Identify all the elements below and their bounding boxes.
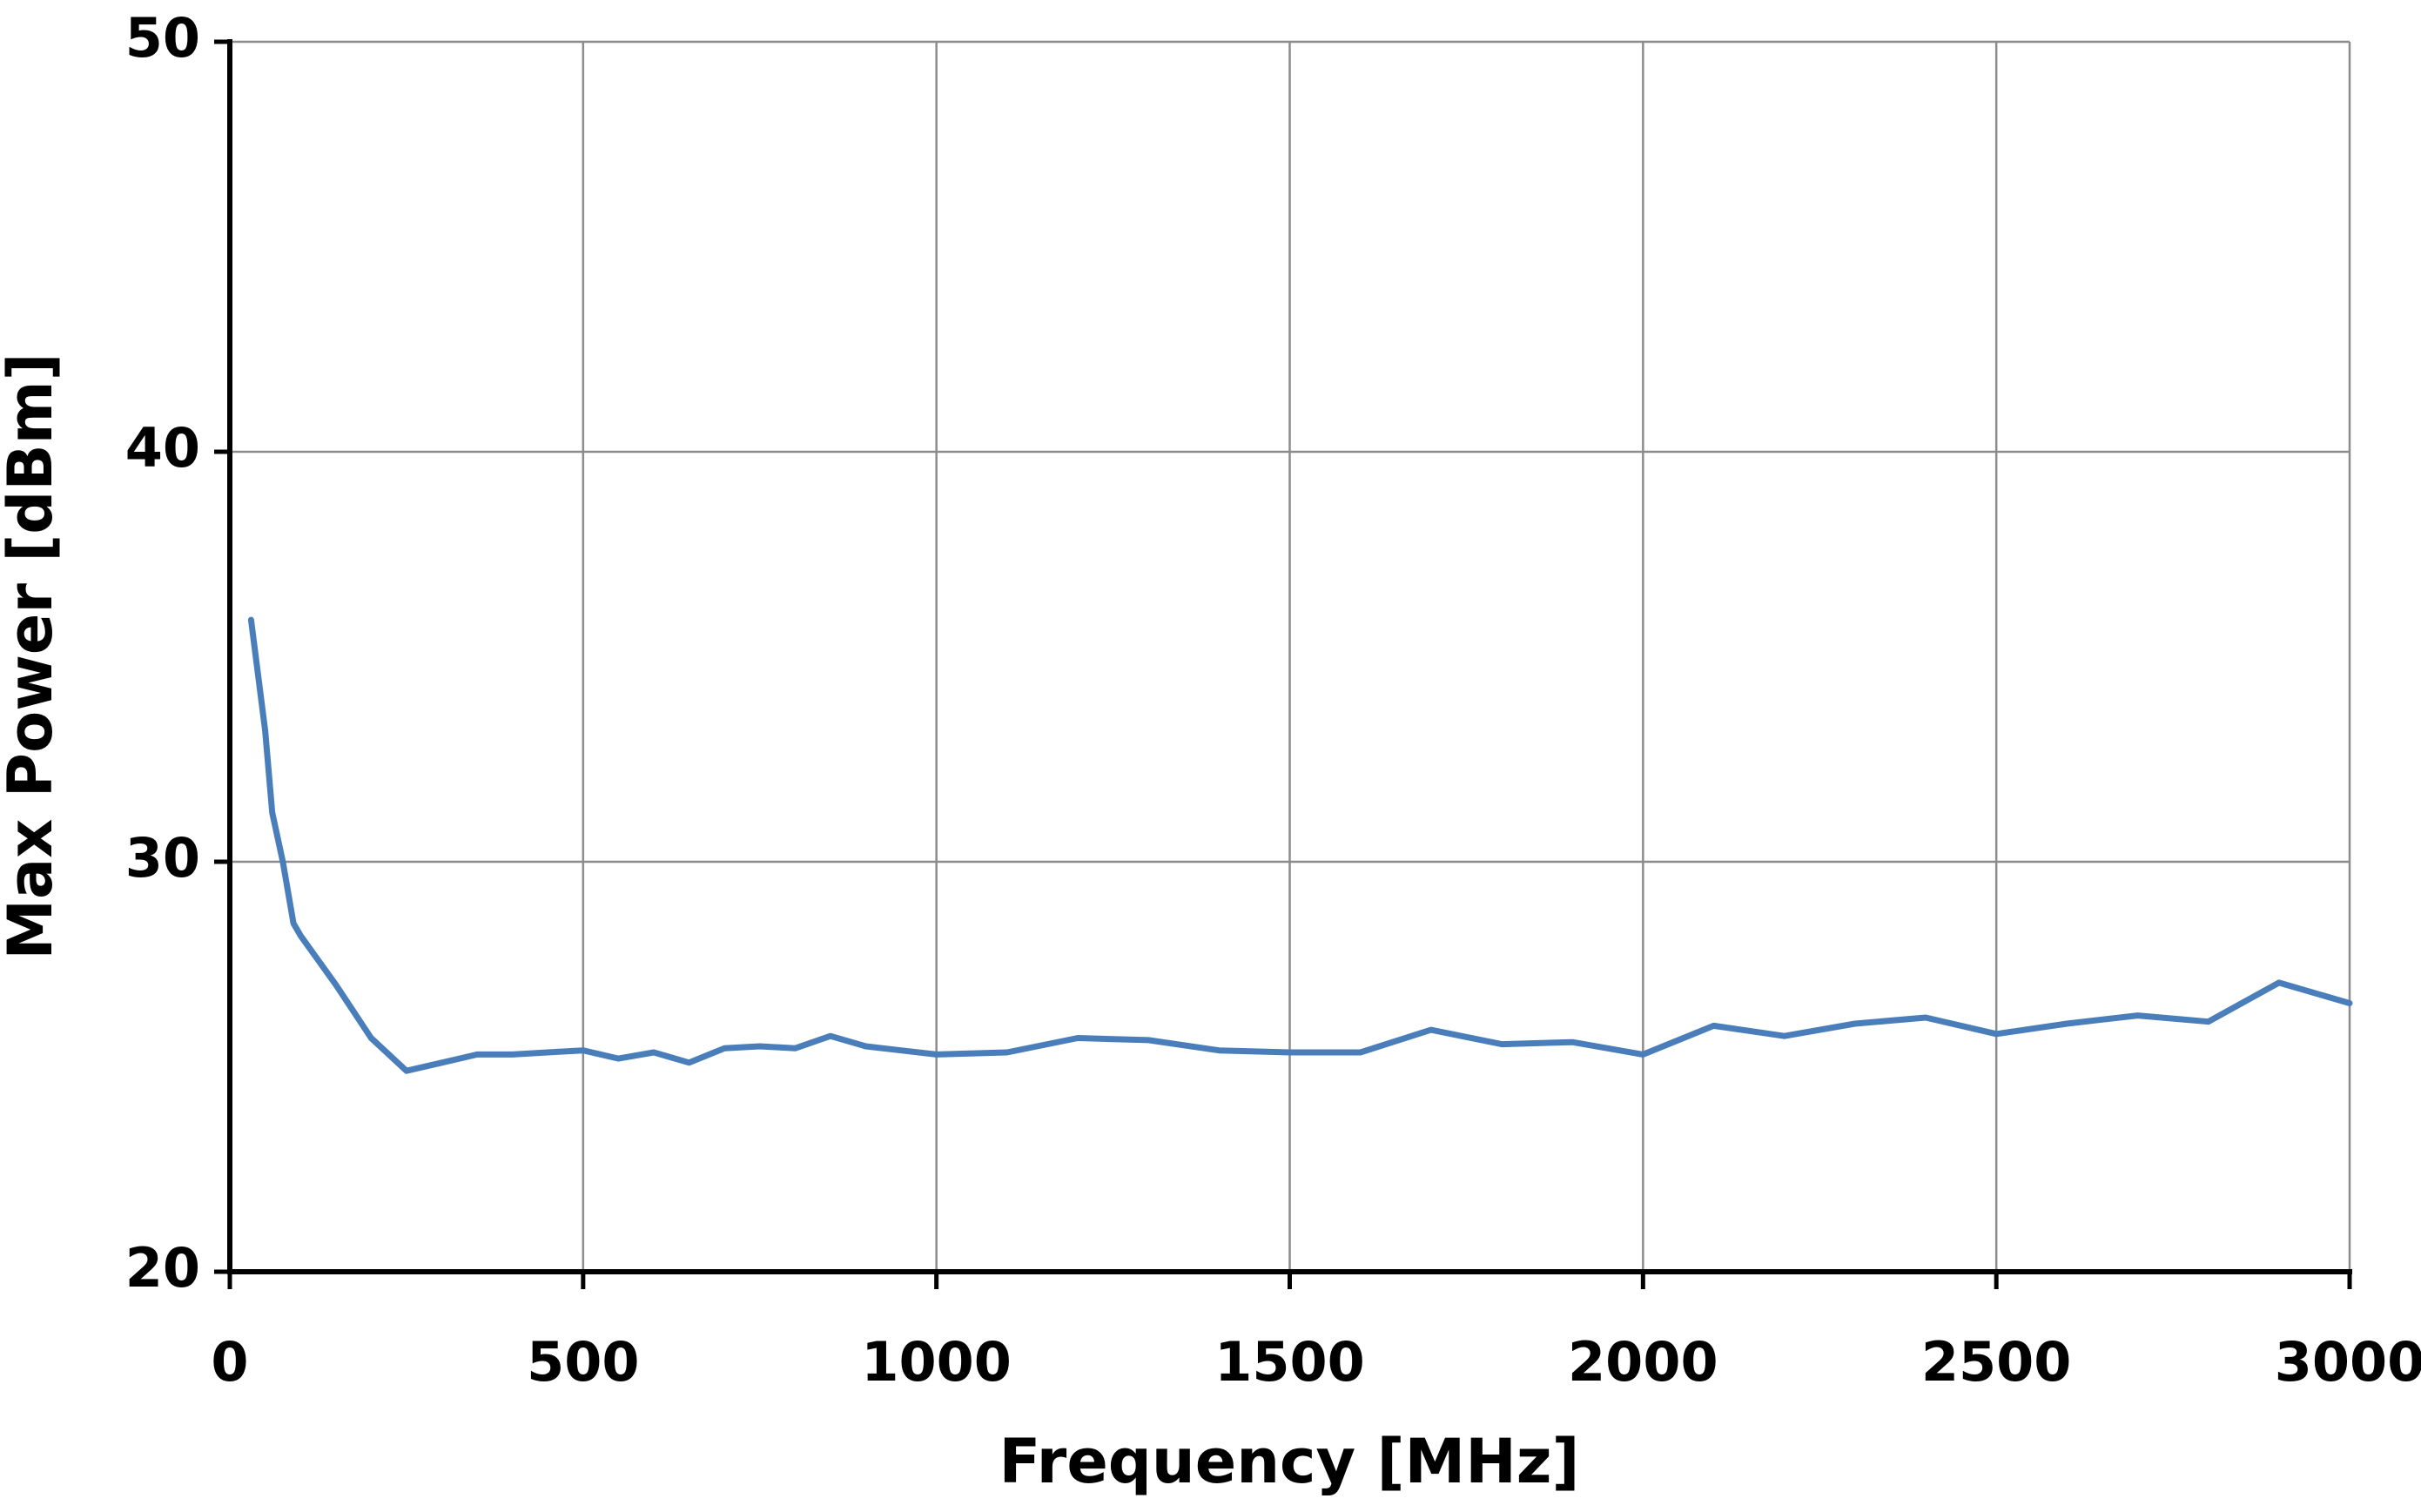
y-tick-label: 40 [125,416,200,480]
y-tick-label: 50 [125,6,200,70]
x-axis-title: Frequency [MHz] [999,1426,1579,1497]
y-axis-title: Max Power [dBm] [0,353,66,959]
y-tick-label: 30 [125,826,200,890]
x-tick-label: 2000 [1568,1330,1718,1394]
x-tick-label: 1000 [861,1330,1012,1394]
x-tick-label: 1500 [1214,1330,1365,1394]
data-line [247,616,2353,1074]
x-tick-label: 0 [211,1330,248,1394]
x-tick-label: 500 [527,1330,639,1394]
y-tick-label: 20 [125,1236,200,1300]
x-tick-label: 3000 [2275,1330,2421,1394]
x-tick-label: 2500 [1921,1330,2072,1394]
